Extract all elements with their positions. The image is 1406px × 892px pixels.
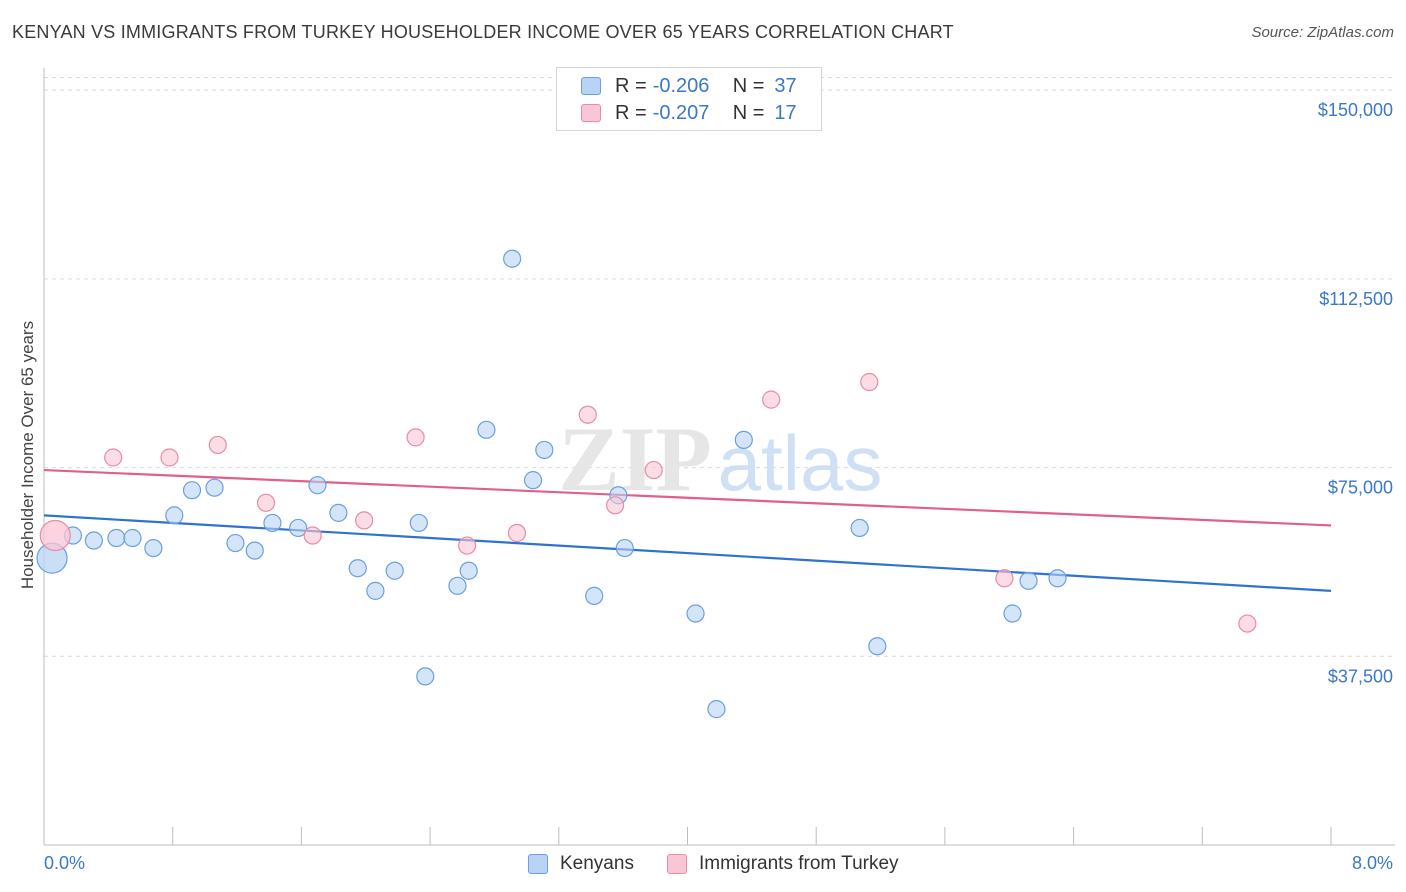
tick-labels: $150,000 $112,500 $75,000 $37,500 0.0% 8.0% xyxy=(44,100,1393,873)
source-label: Source: ZipAtlas.com xyxy=(1251,24,1394,41)
turkey-point xyxy=(606,496,625,515)
turkey-point xyxy=(1238,614,1257,633)
kenyans-point xyxy=(734,430,753,449)
y-tick-label: $75,000 xyxy=(1328,478,1393,498)
turkey-point xyxy=(406,428,425,447)
r-label: R = xyxy=(615,101,647,124)
legend-item-kenyans[interactable]: Kenyans xyxy=(528,851,634,877)
r-value: -0.206 xyxy=(652,74,710,97)
turkey-point xyxy=(39,519,71,552)
kenyans-point xyxy=(409,513,428,533)
legend-item-turkey[interactable]: Immigrants from Turkey xyxy=(667,851,899,877)
turkey-point xyxy=(507,523,527,543)
kenyans-point xyxy=(1048,569,1067,588)
kenyans-point xyxy=(165,506,184,525)
turkey-point xyxy=(644,460,663,480)
kenyans-point xyxy=(226,533,245,553)
kenyans-point xyxy=(850,518,869,538)
kenyans-point xyxy=(459,561,478,580)
kenyans-point xyxy=(1003,604,1022,623)
n-label: N = xyxy=(732,74,765,97)
kenyans-point xyxy=(477,420,496,439)
turkey-point xyxy=(995,569,1014,588)
kenyans-point xyxy=(84,531,103,550)
kenyans-point xyxy=(707,700,726,719)
kenyans-point xyxy=(245,541,264,560)
kenyans-point xyxy=(144,538,163,558)
kenyans-point xyxy=(448,576,467,595)
chart-title: KENYAN VS IMMIGRANTS FROM TURKEY HOUSEHO… xyxy=(12,22,954,42)
r-value: -0.207 xyxy=(652,101,710,124)
turkey-legend-label: Immigrants from Turkey xyxy=(699,853,899,874)
turkey-point xyxy=(860,372,879,392)
correlation-legend: R = -0.206 N = 37 R = -0.207 N = 17 xyxy=(556,67,822,131)
y-tick-label: $37,500 xyxy=(1328,666,1393,686)
kenyans-trend-line xyxy=(43,514,1332,592)
kenyans-point xyxy=(107,528,126,548)
turkey-swatch xyxy=(581,104,601,122)
kenyans-point xyxy=(686,604,705,623)
turkey-point xyxy=(303,526,322,545)
kenyans-point xyxy=(1019,571,1038,590)
x-tick-label-max: 8.0% xyxy=(1352,853,1393,873)
turkey-point xyxy=(458,536,477,555)
kenyans-point xyxy=(123,528,142,548)
turkey-legend-swatch xyxy=(667,854,687,874)
data-points xyxy=(36,249,1257,719)
kenyans-point xyxy=(523,471,543,490)
kenyans-point xyxy=(329,503,348,522)
grid-lines xyxy=(44,77,1395,657)
kenyans-point xyxy=(385,561,404,580)
y-tick-label: $150,000 xyxy=(1318,100,1393,120)
kenyans-legend-label: Kenyans xyxy=(560,853,634,874)
kenyans-point xyxy=(263,513,282,533)
kenyans-point xyxy=(289,518,308,538)
turkey-point xyxy=(160,448,179,467)
legend-row-kenyans: R = -0.206 N = 37 xyxy=(581,74,797,98)
kenyans-point xyxy=(416,667,435,686)
kenyans-point xyxy=(585,586,604,605)
kenyans-point xyxy=(868,637,887,656)
kenyans-point xyxy=(615,538,634,558)
r-label: R = xyxy=(615,74,647,97)
turkey-point xyxy=(208,435,227,455)
kenyans-point xyxy=(308,476,327,495)
axes xyxy=(43,68,1395,846)
turkey-point xyxy=(104,448,123,467)
y-tick-label: $112,500 xyxy=(1319,289,1393,309)
kenyans-swatch xyxy=(581,77,601,95)
turkey-trend-line xyxy=(43,468,1332,527)
kenyans-point xyxy=(366,581,385,600)
n-value: 17 xyxy=(774,101,797,124)
trend-lines xyxy=(43,468,1332,592)
kenyans-point xyxy=(535,440,554,460)
kenyans-point xyxy=(205,478,224,497)
turkey-point xyxy=(355,511,374,530)
kenyans-point xyxy=(503,249,522,268)
turkey-point xyxy=(578,405,597,424)
n-value: 37 xyxy=(774,74,797,97)
legend-row-turkey: R = -0.207 N = 17 xyxy=(581,101,797,125)
n-label: N = xyxy=(732,101,765,124)
turkey-point xyxy=(762,390,781,409)
kenyans-legend-swatch xyxy=(528,854,548,874)
kenyans-point xyxy=(182,481,202,500)
x-tick-label-min: 0.0% xyxy=(44,853,85,873)
turkey-point xyxy=(256,493,276,512)
kenyans-point xyxy=(348,559,367,578)
